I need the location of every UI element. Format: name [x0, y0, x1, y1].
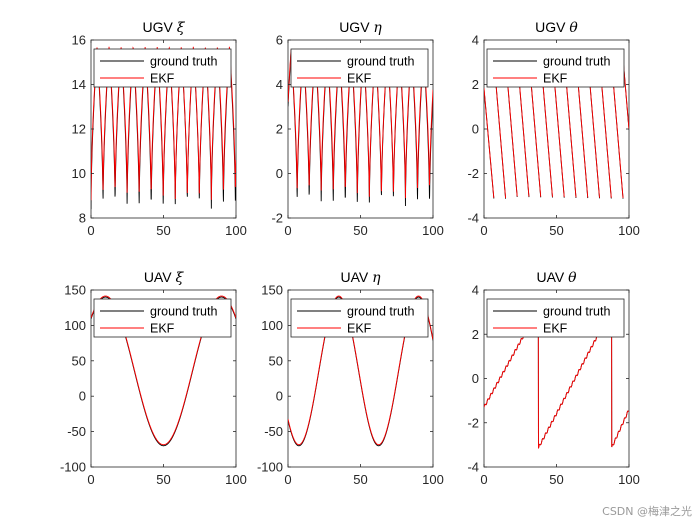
subplot-title: UGV θ: [535, 19, 578, 36]
subplot-title: UAV η: [340, 269, 381, 286]
y-tick-label: 0: [472, 122, 479, 137]
y-tick-label: 100: [261, 318, 283, 333]
x-tick-label: 50: [353, 472, 367, 487]
series-line-ekf: [288, 48, 433, 199]
legend-label: ground truth: [150, 55, 217, 69]
x-tick-label: 100: [225, 223, 247, 238]
legend-box: [93, 48, 232, 88]
y-tick-label: -100: [257, 460, 283, 475]
legend: ground truth EKF: [290, 298, 429, 338]
y-tick-label: 100: [64, 318, 86, 333]
y-tick-label: -100: [60, 460, 86, 475]
y-tick-label: -2: [271, 211, 283, 226]
legend-label: EKF: [347, 72, 372, 86]
y-tick-label: -50: [67, 424, 86, 439]
y-tick-label: 12: [72, 122, 86, 137]
x-tick-label: 0: [480, 223, 487, 238]
legend-label: EKF: [347, 322, 372, 336]
legend: ground truth EKF: [93, 298, 232, 338]
x-tick-label: 0: [480, 472, 487, 487]
legend-box: [486, 298, 625, 338]
x-tick-label: 50: [549, 472, 563, 487]
y-tick-label: 14: [72, 77, 86, 92]
x-tick-label: 100: [422, 472, 444, 487]
y-tick-label: 150: [261, 283, 283, 298]
x-tick-label: 0: [87, 223, 94, 238]
legend-label: EKF: [150, 322, 175, 336]
y-tick-label: 16: [72, 33, 86, 48]
subplot-title: UGV ξ: [143, 19, 186, 36]
watermark: CSDN @梅津之光: [602, 505, 692, 518]
subplot-1: 0 50 100 8 10 12 14 16 UGV ξ ground truth EKF: [72, 19, 247, 238]
legend: ground truth EKF: [93, 48, 232, 88]
legend-label: ground truth: [543, 55, 610, 69]
subplot-3: 0 50 100 -4 -2 0 2 4 UGV θ ground truth EKF: [467, 19, 639, 238]
legend-box: [486, 48, 625, 88]
y-tick-label: 6: [276, 33, 283, 48]
legend-label: ground truth: [347, 55, 414, 69]
y-tick-label: 150: [64, 283, 86, 298]
y-tick-label: 0: [79, 389, 86, 404]
x-tick-label: 50: [156, 472, 170, 487]
y-tick-label: -4: [467, 211, 479, 226]
y-tick-label: 4: [472, 283, 479, 298]
legend-label: ground truth: [543, 305, 610, 319]
legend-label: ground truth: [347, 305, 414, 319]
legend-label: EKF: [150, 72, 175, 86]
legend: ground truth EKF: [486, 48, 625, 88]
x-tick-label: 0: [87, 472, 94, 487]
y-tick-label: 4: [472, 33, 479, 48]
y-tick-label: 8: [79, 211, 86, 226]
x-tick-label: 100: [618, 472, 640, 487]
y-tick-label: -2: [467, 415, 479, 430]
subplot-5: 0 50 100 -100 -50 0 50 100 150 UAV η ground truth E…: [257, 269, 444, 487]
series-line-ekf: [484, 58, 629, 199]
legend-label: ground truth: [150, 305, 217, 319]
x-tick-label: 50: [353, 223, 367, 238]
subplot-6: 0 50 100 -4 -2 0 2 4 UAV θ ground truth EKF: [467, 269, 639, 487]
legend-box: [290, 298, 429, 338]
x-tick-label: 50: [156, 223, 170, 238]
x-tick-label: 0: [284, 223, 291, 238]
legend: ground truth EKF: [290, 48, 429, 88]
series-line-ekf: [91, 46, 236, 201]
y-tick-label: 2: [472, 327, 479, 342]
legend-label: EKF: [543, 322, 568, 336]
subplot-title: UGV η: [339, 19, 382, 36]
y-tick-label: 0: [276, 389, 283, 404]
subplot-4: 0 50 100 -100 -50 0 50 100 150 UAV ξ ground truth E…: [60, 269, 247, 487]
y-tick-label: -50: [264, 424, 283, 439]
y-tick-label: 0: [276, 166, 283, 181]
x-tick-label: 0: [284, 472, 291, 487]
x-tick-label: 50: [549, 223, 563, 238]
y-tick-label: 2: [276, 122, 283, 137]
subplot-title: UAV ξ: [144, 269, 185, 286]
y-tick-label: 2: [472, 77, 479, 92]
x-tick-label: 100: [618, 223, 640, 238]
subplot-title: UAV θ: [536, 269, 577, 286]
y-tick-label: 0: [472, 371, 479, 386]
legend-label: EKF: [543, 72, 568, 86]
y-tick-label: 50: [72, 353, 86, 368]
y-tick-label: 50: [269, 353, 283, 368]
legend-box: [290, 48, 429, 88]
legend-box: [93, 298, 232, 338]
x-tick-label: 100: [225, 472, 247, 487]
y-tick-label: 10: [72, 166, 86, 181]
y-tick-label: -2: [467, 166, 479, 181]
y-tick-label: -4: [467, 460, 479, 475]
y-tick-label: 4: [276, 77, 283, 92]
x-tick-label: 100: [422, 223, 444, 238]
legend: ground truth EKF: [486, 298, 625, 338]
